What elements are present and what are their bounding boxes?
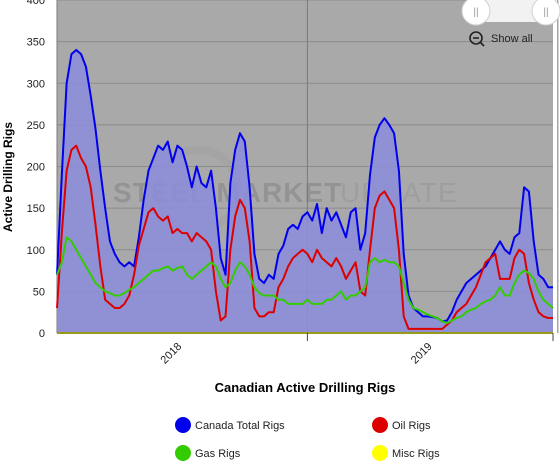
y-tick-label: 400 (27, 0, 45, 7)
legend-swatch (175, 445, 191, 461)
x-axis-title: Canadian Active Drilling Rigs (215, 380, 396, 395)
x-tick-label: 2019 (409, 341, 435, 367)
legend-item-canada-total-rigs[interactable]: Canada Total Rigs (175, 417, 285, 433)
legend-item-oil-rigs[interactable]: Oil Rigs (372, 417, 431, 433)
y-tick-label: 300 (27, 78, 45, 90)
legend-label: Canada Total Rigs (195, 420, 285, 432)
y-axis: 0 50 100 150 200 250 300 350 400 (27, 0, 45, 340)
y-tick-label: 0 (39, 328, 45, 340)
legend-label: Oil Rigs (392, 420, 431, 432)
y-tick-label: 200 (27, 162, 45, 174)
range-selector[interactable]: || || (461, 0, 560, 26)
range-handle-left[interactable] (461, 0, 491, 26)
show-all-label: Show all (491, 33, 533, 45)
legend-swatch (372, 417, 388, 433)
series-line-gas-rigs[interactable] (56, 236, 554, 325)
zoom-out-icon-handle (479, 41, 485, 47)
x-tick-label: 2018 (159, 341, 185, 367)
legend-label: Misc Rigs (392, 448, 440, 460)
legend-label: Gas Rigs (195, 448, 241, 460)
series-area-canada-total-rigs (57, 49, 553, 333)
series-line-oil-rigs[interactable] (56, 144, 553, 330)
y-tick-label: 250 (27, 120, 45, 132)
legend-item-misc-rigs[interactable]: Misc Rigs (372, 445, 440, 461)
series-line-canada-total-rigs[interactable] (56, 48, 553, 323)
range-handle-right[interactable] (531, 0, 560, 26)
legend-swatch (372, 445, 388, 461)
y-axis-title: Active Drilling Rigs (1, 122, 15, 232)
x-axis: 201820192020 (57, 332, 554, 367)
y-tick-label: 350 (27, 37, 45, 49)
legend-swatch (175, 417, 191, 433)
y-tick-label: 100 (27, 245, 45, 257)
y-tick-label: 50 (33, 286, 45, 298)
legend: Canada Total Rigs Oil Rigs Gas Rigs Misc Ri… (175, 417, 440, 461)
y-tick-label: 150 (27, 203, 45, 215)
range-handle-right-grip: || (543, 7, 548, 18)
show-all-button[interactable]: Show all (469, 31, 533, 47)
range-selector-track (476, 0, 546, 22)
zoom-out-icon (469, 31, 483, 45)
range-handle-left-grip: || (473, 7, 478, 18)
legend-item-gas-rigs[interactable]: Gas Rigs (175, 445, 241, 461)
